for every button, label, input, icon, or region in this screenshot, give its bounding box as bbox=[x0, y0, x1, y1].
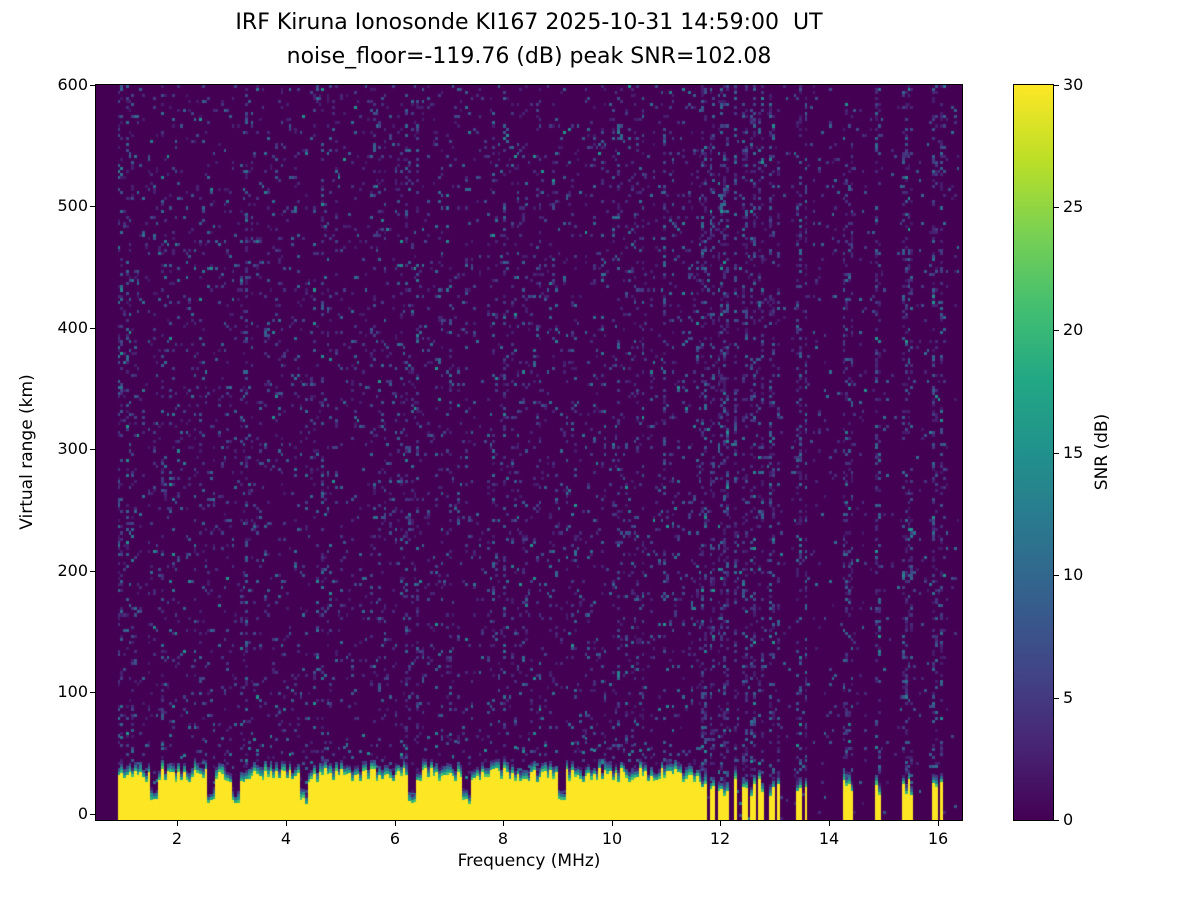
x-tick-mark bbox=[503, 821, 504, 826]
y-tick-mark bbox=[90, 571, 95, 572]
y-axis-label: Virtual range (km) bbox=[17, 374, 37, 530]
y-tick-mark bbox=[90, 814, 95, 815]
colorbar-tick-label: 30 bbox=[1063, 75, 1084, 94]
x-tick-mark bbox=[720, 821, 721, 826]
y-tick-label: 600 bbox=[57, 75, 88, 94]
x-tick-label: 16 bbox=[927, 829, 949, 848]
y-tick-mark bbox=[90, 449, 95, 450]
ionogram-heatmap bbox=[96, 85, 962, 820]
x-tick-label: 8 bbox=[497, 829, 509, 848]
x-tick-label: 6 bbox=[389, 829, 401, 848]
x-tick-label: 4 bbox=[280, 829, 292, 848]
colorbar-tick-mark bbox=[1054, 453, 1059, 454]
y-tick-label: 100 bbox=[57, 682, 88, 701]
y-tick-mark bbox=[90, 692, 95, 693]
colorbar-tick-label: 5 bbox=[1063, 688, 1074, 707]
y-tick-label: 300 bbox=[57, 439, 88, 458]
colorbar-tick-mark bbox=[1054, 330, 1059, 331]
plot-area bbox=[95, 84, 963, 821]
x-tick-label: 2 bbox=[171, 829, 183, 848]
chart-title: IRF Kiruna Ionosonde KI167 2025-10-31 14… bbox=[235, 10, 823, 35]
x-axis-label: Frequency (MHz) bbox=[457, 851, 601, 871]
colorbar-tick-label: 10 bbox=[1063, 565, 1084, 584]
x-tick-mark bbox=[395, 821, 396, 826]
colorbar-tick-mark bbox=[1054, 820, 1059, 821]
x-tick-mark bbox=[612, 821, 613, 826]
x-tick-label: 12 bbox=[709, 829, 731, 848]
colorbar-tick-label: 0 bbox=[1063, 810, 1074, 829]
colorbar-tick-mark bbox=[1054, 698, 1059, 699]
y-tick-mark bbox=[90, 85, 95, 86]
colorbar-tick-label: 15 bbox=[1063, 443, 1084, 462]
y-tick-label: 500 bbox=[57, 196, 88, 215]
colorbar-tick-label: 25 bbox=[1063, 197, 1084, 216]
x-tick-label: 10 bbox=[601, 829, 623, 848]
y-tick-mark bbox=[90, 206, 95, 207]
y-tick-mark bbox=[90, 328, 95, 329]
colorbar-label: SNR (dB) bbox=[1092, 413, 1112, 491]
colorbar-tick-mark bbox=[1054, 207, 1059, 208]
y-tick-label: 200 bbox=[57, 561, 88, 580]
x-tick-mark bbox=[286, 821, 287, 826]
y-tick-label: 400 bbox=[57, 318, 88, 337]
x-tick-mark bbox=[829, 821, 830, 826]
chart-subtitle: noise_floor=-119.76 (dB) peak SNR=102.08 bbox=[286, 44, 772, 69]
colorbar-tick-label: 20 bbox=[1063, 320, 1084, 339]
colorbar-tick-mark bbox=[1054, 575, 1059, 576]
x-tick-mark bbox=[177, 821, 178, 826]
colorbar bbox=[1013, 84, 1054, 821]
y-tick-label: 0 bbox=[77, 804, 88, 823]
colorbar-tick-mark bbox=[1054, 85, 1059, 86]
x-tick-label: 14 bbox=[818, 829, 840, 848]
x-tick-mark bbox=[938, 821, 939, 826]
